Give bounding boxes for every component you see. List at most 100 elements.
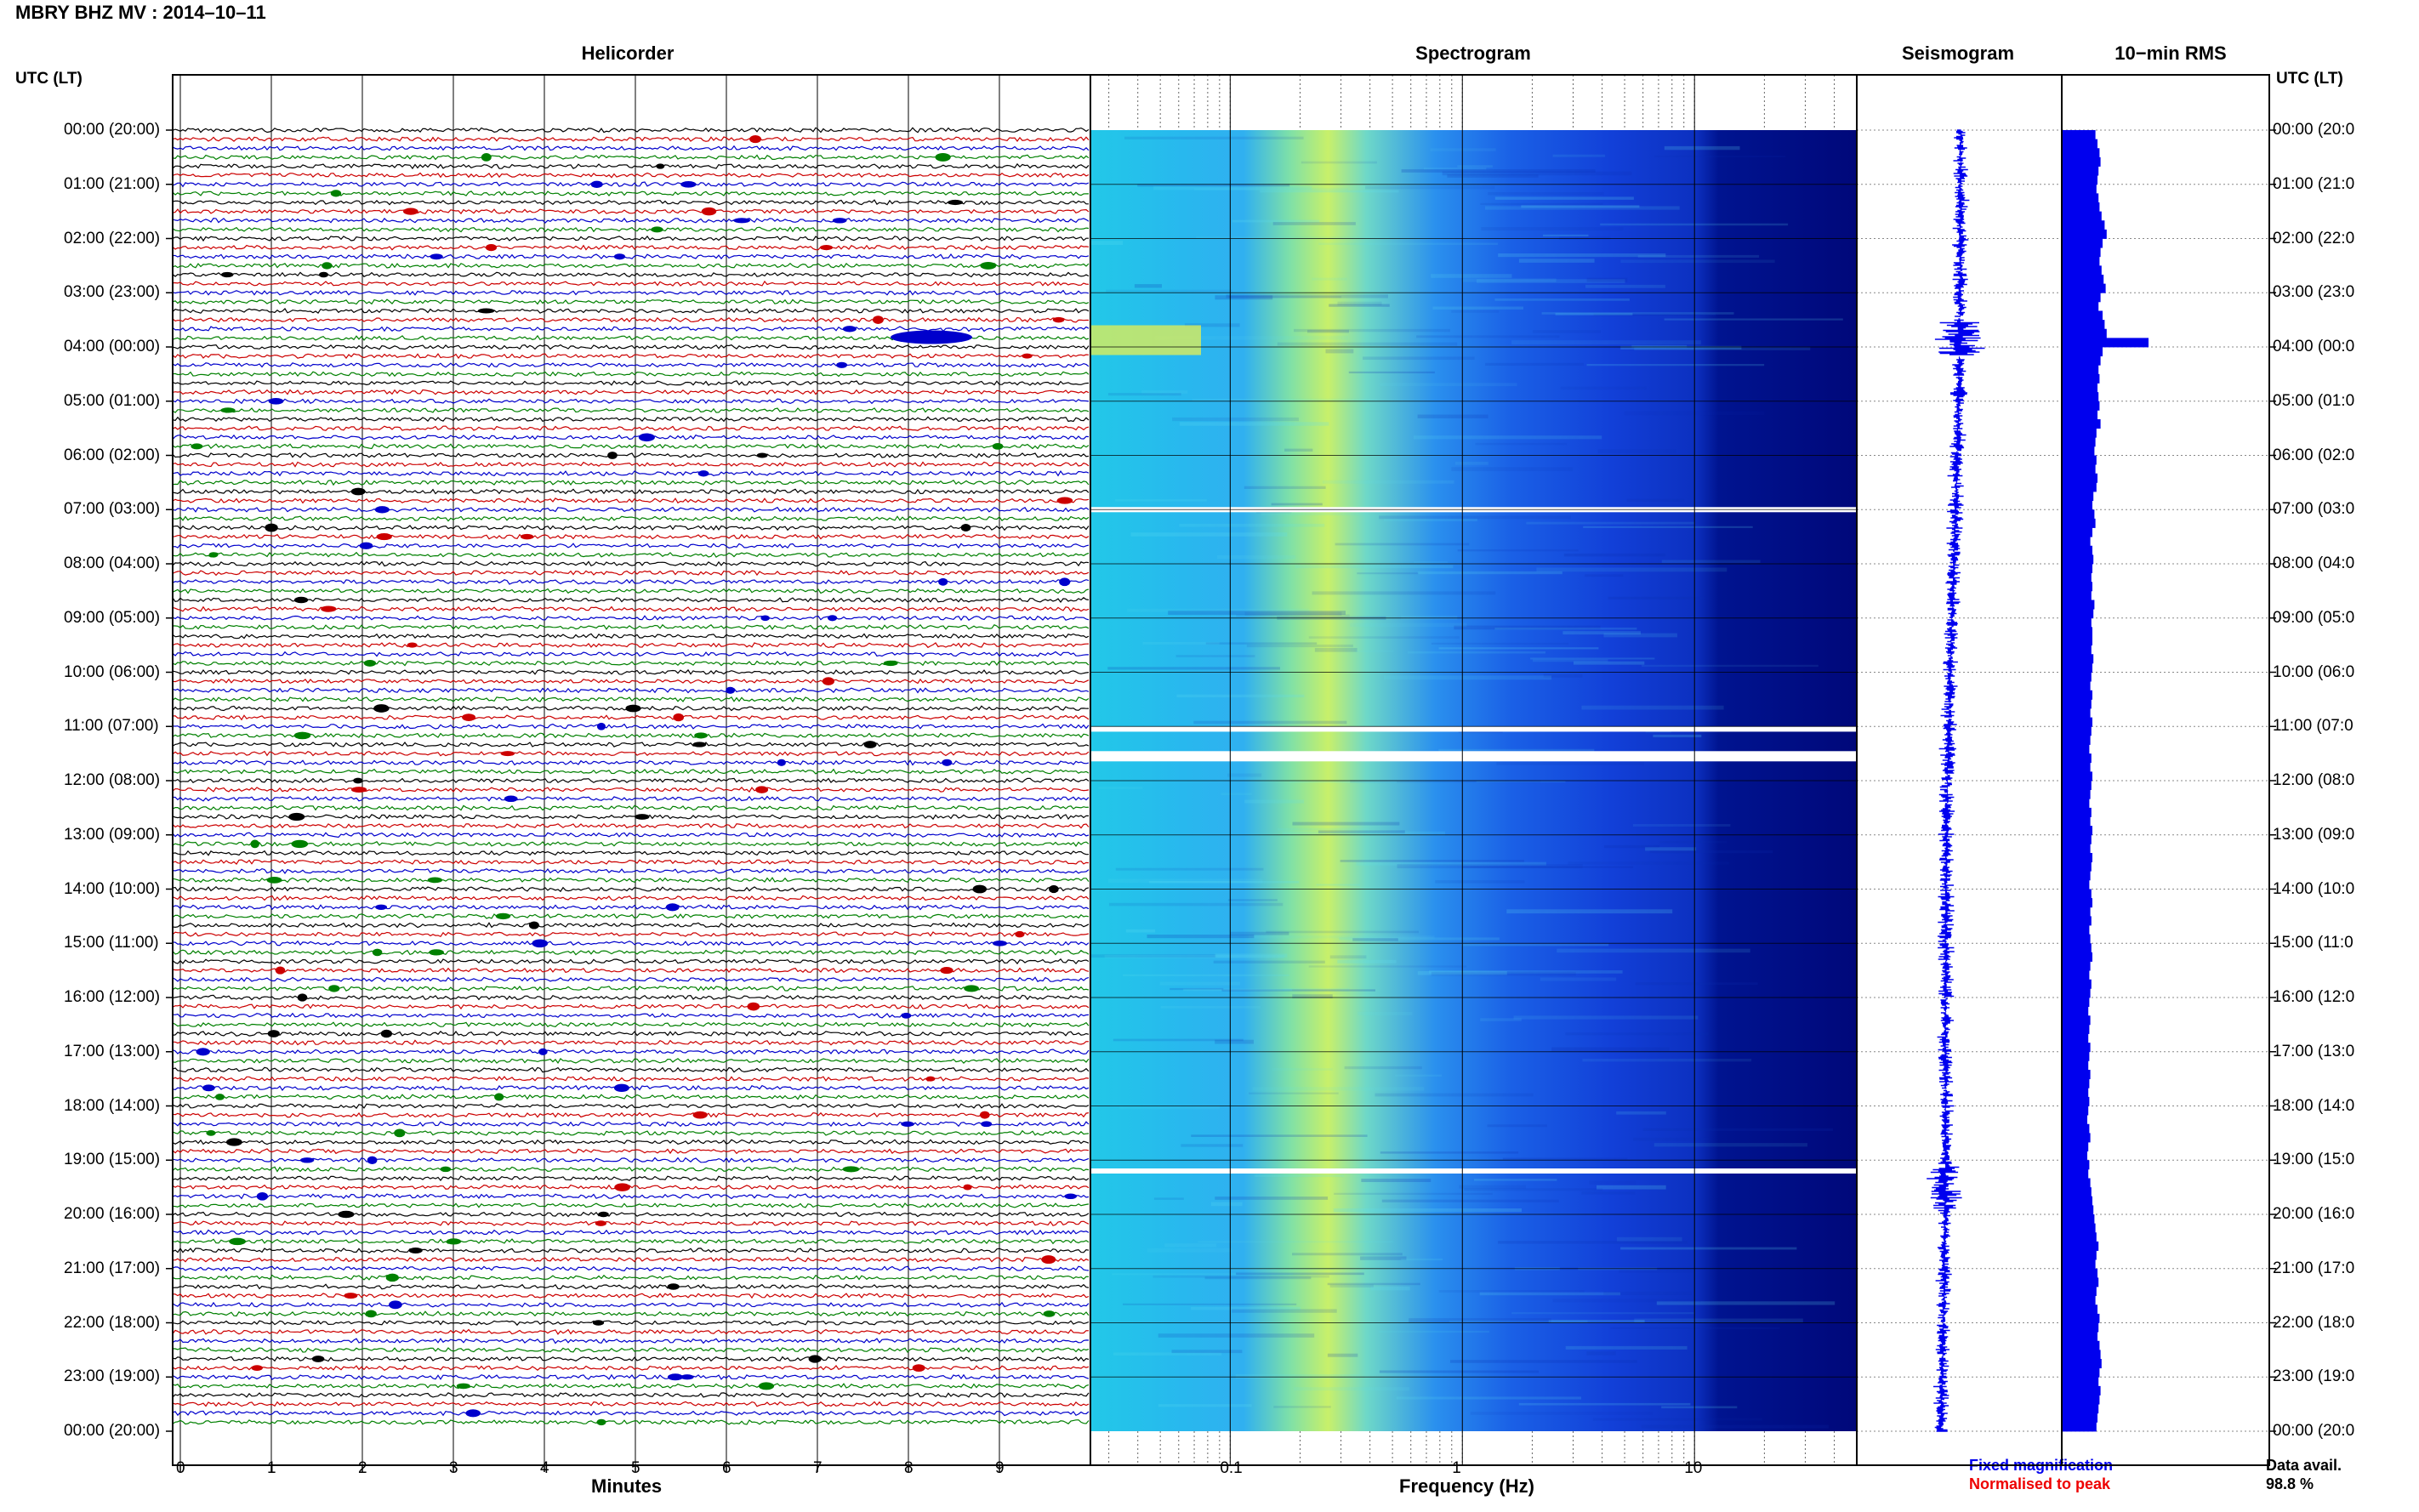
helicorder-event — [692, 1111, 708, 1119]
spectrogram-texture — [1476, 781, 1566, 783]
helicorder-event — [365, 1310, 377, 1318]
helicorder-event — [350, 487, 366, 496]
spectrogram-texture — [1451, 467, 1574, 472]
helicorder-trace — [172, 533, 1090, 540]
time-label-left: 23:00 (19:00) — [64, 1367, 161, 1386]
helicorder-event — [385, 1273, 399, 1282]
spectrogram-texture — [1181, 1144, 1244, 1147]
helicorder-trace — [172, 543, 1090, 549]
helicorder-trace — [172, 651, 1089, 657]
spectrogram-texture — [1585, 284, 1665, 288]
spectrogram-texture — [1115, 499, 1207, 502]
rms-bar — [2062, 1332, 2097, 1342]
rms-bar — [2062, 1287, 2097, 1297]
rms-bar — [2062, 355, 2101, 366]
rms-bar — [2062, 799, 2090, 809]
helicorder-event — [940, 967, 953, 975]
spectrogram-texture — [1488, 192, 1604, 196]
time-label-right: 03:00 (23:0 — [2273, 283, 2355, 302]
helicorder-event — [948, 199, 964, 206]
time-label-left: 19:00 (15:00) — [64, 1151, 161, 1169]
spectrogram-texture — [1124, 136, 1304, 139]
helicorder-trace — [172, 895, 1090, 901]
spectrogram-texture — [1480, 202, 1603, 205]
helicorder-event — [613, 253, 626, 260]
spectrogram-texture — [1255, 1174, 1345, 1178]
helicorder-event — [481, 153, 492, 162]
helicorder-event — [321, 605, 337, 612]
helicorder-event — [726, 686, 736, 694]
rms-bar — [2062, 392, 2099, 402]
helicorder-trace — [172, 199, 1089, 206]
rms-bar — [2062, 1322, 2099, 1333]
rms-bar — [2062, 148, 2100, 158]
spectrogram-texture — [1104, 955, 1285, 959]
helicorder-trace — [172, 714, 1090, 721]
spectrogram-texture — [1168, 611, 1346, 616]
helicorder-event — [925, 1076, 936, 1082]
spectrogram-texture — [1148, 881, 1300, 884]
helicorder-xlabel: Minutes — [591, 1475, 663, 1497]
time-label-right: 09:00 (05:0 — [2273, 608, 2355, 627]
helicorder-event — [376, 533, 392, 541]
time-label-right: 18:00 (14:0 — [2273, 1096, 2355, 1115]
helicorder-trace — [172, 777, 1090, 784]
spectrogram-texture — [1277, 342, 1458, 346]
spectrogram-texture — [1164, 1243, 1217, 1248]
time-label-right: 12:00 (08:0 — [2273, 771, 2355, 789]
time-label-right: 23:00 (19:0 — [2273, 1367, 2355, 1386]
rms-bar — [2062, 952, 2092, 962]
helicorder-trace — [172, 1030, 1090, 1037]
rms-bar — [2062, 410, 2097, 420]
helicorder-trace — [172, 578, 1090, 585]
spectrogram-texture — [1462, 866, 1634, 868]
spectrogram-texture — [1115, 867, 1264, 871]
helicorder-trace — [172, 1121, 1090, 1128]
rms-bar — [2062, 1277, 2099, 1287]
helicorder-trace — [172, 1365, 1090, 1372]
helicorder-trace — [172, 488, 1090, 495]
spectrogram-texture — [1634, 1318, 1803, 1323]
spectrogram-texture — [1318, 830, 1405, 833]
helicorder-event — [191, 443, 203, 450]
spectrogram-texture — [1414, 561, 1448, 564]
spectrogram-texture — [1592, 1418, 1762, 1421]
rms-bar — [2062, 275, 2104, 285]
spectrogram-texture — [1230, 931, 1289, 935]
spectrogram-texture — [1361, 1179, 1431, 1183]
spectrogram-texture — [1226, 294, 1388, 298]
helicorder-trace — [172, 759, 1090, 766]
spectrogram-texture — [1431, 274, 1512, 278]
spectrogram-texture — [1308, 636, 1460, 639]
spectrogram-xtick-label: 1 — [1452, 1459, 1461, 1477]
rms-bar — [2062, 428, 2097, 438]
rms-bar — [2062, 1015, 2091, 1026]
rms-bar — [2062, 590, 2092, 600]
spectrogram-texture — [1485, 362, 1584, 366]
rms-bar — [2062, 1078, 2090, 1089]
helicorder-event — [667, 1373, 684, 1381]
helicorder-event — [430, 253, 443, 260]
helicorder-trace — [172, 226, 1090, 233]
spectrogram-texture — [1294, 1387, 1410, 1391]
helicorder-trace — [172, 668, 1090, 676]
spectrogram-texture — [1194, 188, 1348, 190]
spectrogram-texture — [1248, 935, 1435, 939]
spectrogram-texture — [1172, 417, 1299, 422]
helicorder-trace — [172, 1084, 1090, 1092]
seismogram-title: Seismogram — [1901, 43, 2015, 64]
time-label-right: 21:00 (17:0 — [2273, 1259, 2355, 1277]
spectrogram-texture — [1479, 1292, 1621, 1296]
helicorder-trace — [172, 912, 1090, 919]
helicorder-trace — [172, 822, 1090, 829]
rms-bar — [2062, 853, 2092, 863]
time-label-left: 02:00 (22:00) — [64, 229, 161, 247]
rms-bar — [2062, 545, 2092, 555]
spectrogram-texture — [1541, 312, 1734, 315]
rms-bar — [2062, 365, 2099, 375]
helicorder-event — [777, 759, 786, 766]
spectrogram-texture — [1557, 948, 1750, 953]
spectrogram-texture — [1431, 971, 1576, 976]
rms-bar — [2062, 437, 2096, 447]
spectrogram-texture — [1543, 234, 1589, 237]
